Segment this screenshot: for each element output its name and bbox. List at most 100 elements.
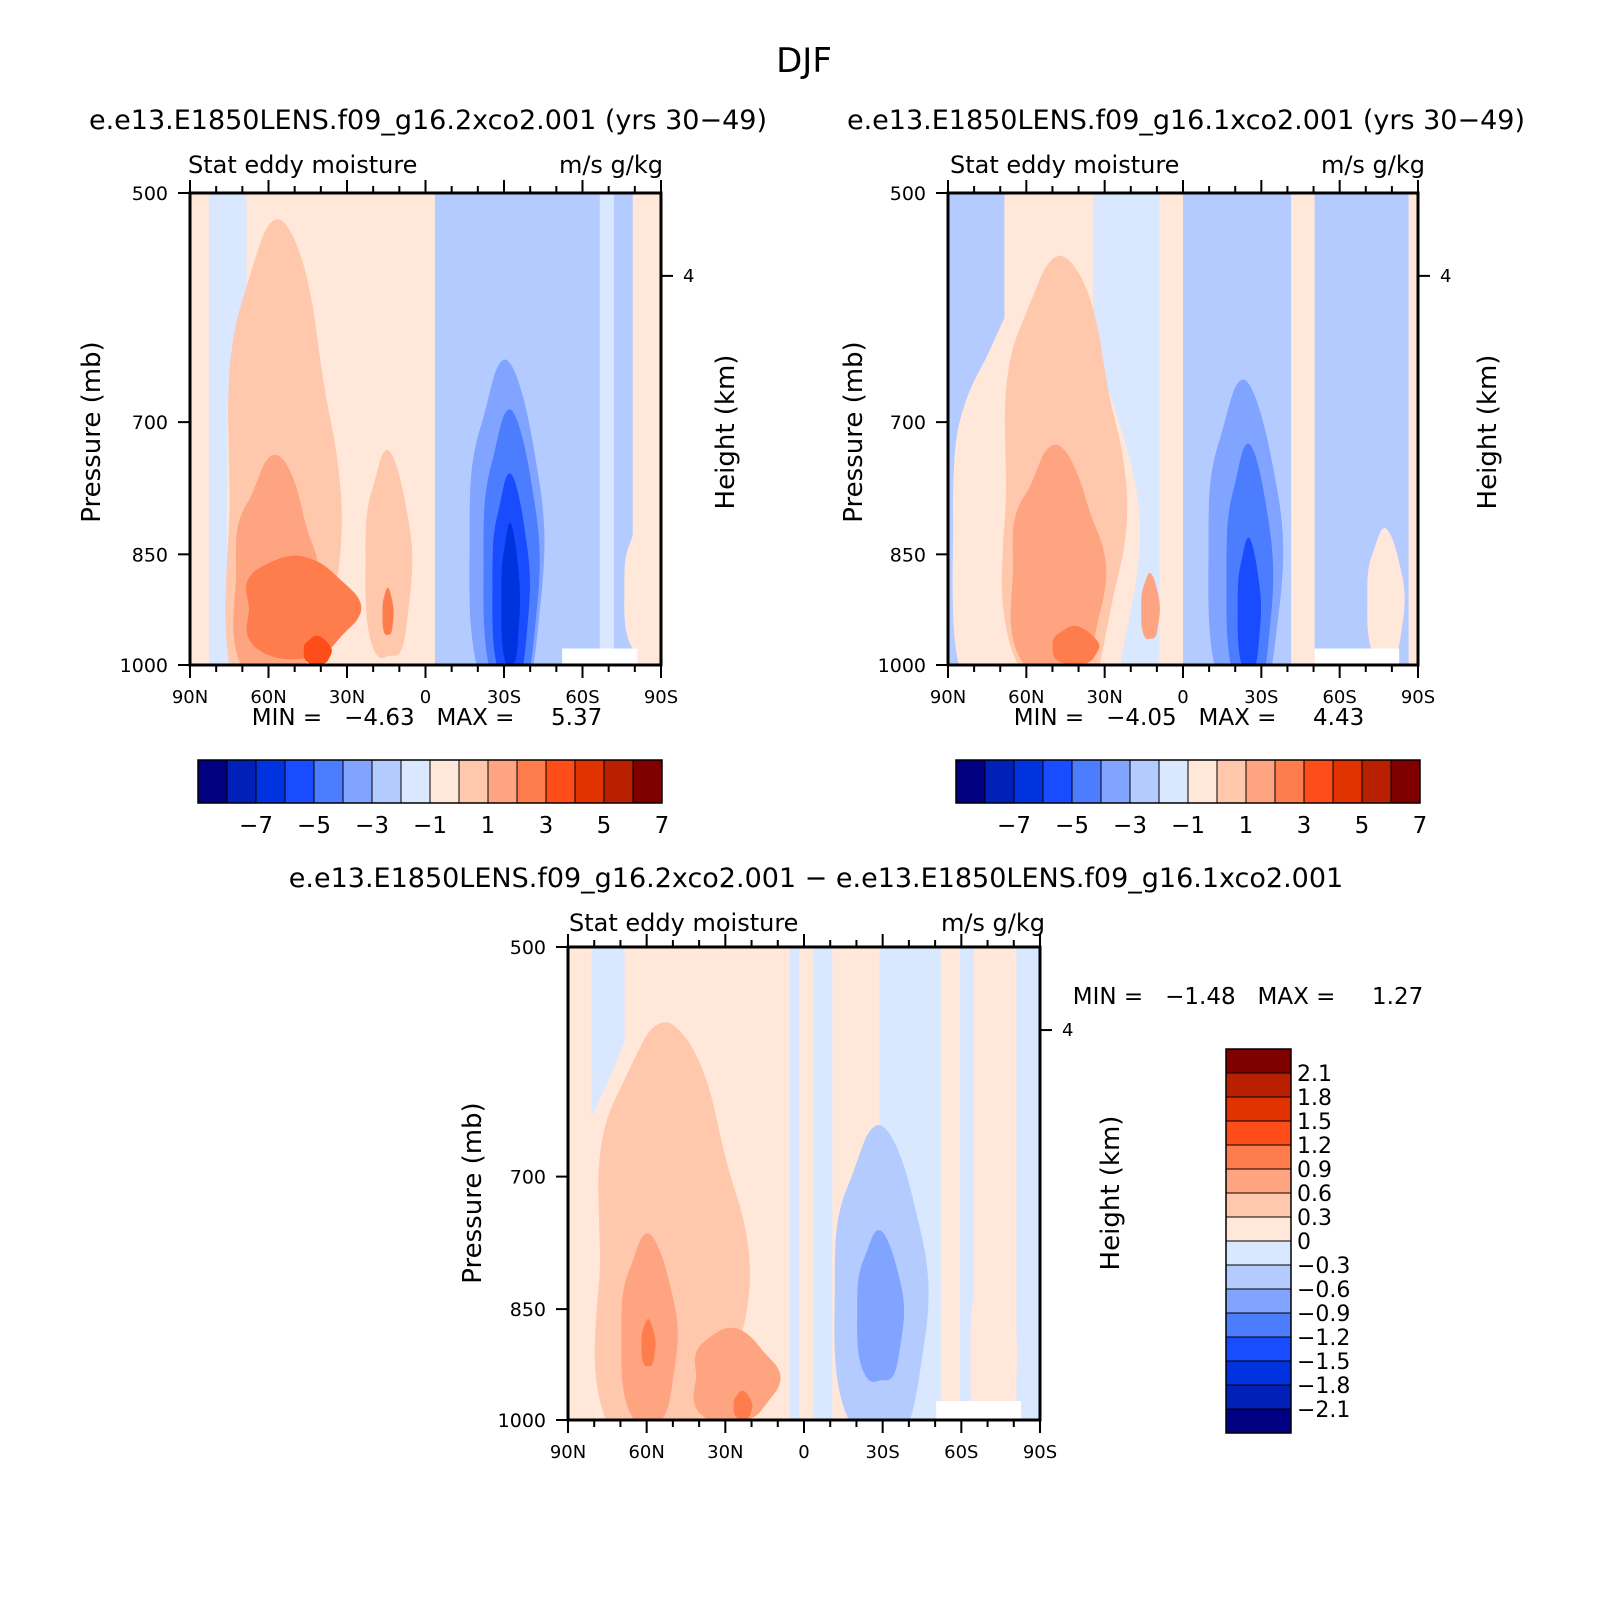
- panel-title: e.e13.E1850LENS.f09_g16.2xco2.001 − e.e1…: [289, 863, 1343, 894]
- colorbar-cell: [284, 759, 315, 804]
- x-tick-label: 60N: [250, 687, 286, 708]
- colorbar-cell: [1225, 1168, 1292, 1194]
- colorbar-cell: [1303, 759, 1334, 804]
- x-tick-label: 30N: [1086, 687, 1122, 708]
- y2-axis-label: Height (km): [711, 355, 741, 510]
- field-contour: [303, 635, 332, 665]
- colorbar-cell: [1225, 1144, 1292, 1170]
- colorbar-frame: [955, 759, 1421, 804]
- colorbar-cell: [487, 759, 518, 804]
- field-band: [1291, 193, 1315, 665]
- colorbar-cell: [1225, 1048, 1292, 1074]
- y-axis-label: Pressure (mb): [458, 1102, 488, 1283]
- field-contour: [733, 1390, 753, 1420]
- field-contour: [624, 518, 661, 652]
- colorbar-label: −1.5: [1297, 1350, 1350, 1375]
- x-tick-label: 90N: [172, 687, 208, 708]
- colorbar-label: −1: [413, 813, 447, 839]
- colorbar-label: 5: [1355, 813, 1370, 839]
- colorbar-label: −5: [1055, 813, 1089, 839]
- figure-title: DJF: [776, 41, 832, 81]
- axes: 90N 60N 30N 0 30S 60S 90S 500 700 850 1000 4: [120, 180, 694, 708]
- colorbar-label: 2.1: [1297, 1062, 1332, 1087]
- colorbar-cell: [632, 759, 663, 804]
- colorbar-cell: [1225, 1192, 1292, 1218]
- left-string: Stat eddy moisture: [569, 909, 798, 937]
- field-contour: [641, 1318, 656, 1367]
- missing-data: [936, 1401, 1022, 1420]
- x-tick-label: 60N: [1008, 687, 1044, 708]
- colorbar-cell: [1042, 759, 1073, 804]
- colorbar-cell: [1225, 1408, 1292, 1434]
- x-tick-label: 30N: [329, 687, 365, 708]
- colorbar-label: 3: [539, 813, 554, 839]
- missing-data: [1314, 648, 1400, 665]
- colorbar-cell: [1225, 1384, 1292, 1410]
- colorbar-cell: [1225, 1240, 1292, 1266]
- colorbar-cell: [1216, 759, 1247, 804]
- y-tick-label: 700: [510, 1167, 546, 1189]
- x-tick-label: 0: [420, 687, 431, 708]
- min-max-text: MIN = −4.63 MAX = 5.37: [252, 705, 602, 731]
- colorbar-cell: [574, 759, 605, 804]
- colorbar-cell: [516, 759, 547, 804]
- x-tick-label: 60S: [1322, 687, 1356, 708]
- field-contour: [857, 1230, 905, 1382]
- right-string: m/s g/kg: [1321, 151, 1425, 179]
- field-band: [940, 947, 960, 1420]
- x-tick-label: 90S: [1023, 1442, 1057, 1463]
- colorbar-cell: [1158, 759, 1189, 804]
- colorbar-label: 0.6: [1297, 1182, 1332, 1207]
- colorbar-cell: [1245, 759, 1276, 804]
- field-contour: [501, 523, 521, 665]
- colorbar-cell: [1225, 1360, 1292, 1386]
- colorbar-cell: [313, 759, 344, 804]
- colorbar-cell: [1100, 759, 1131, 804]
- panel-1xco2: e.e13.E1850LENS.f09_g16.1xco2.001 (yrs 3…: [839, 105, 1525, 839]
- x-tick-label: 90N: [930, 687, 966, 708]
- field-contour: [365, 449, 413, 659]
- right-string: m/s g/kg: [559, 151, 663, 179]
- y2-tick-label: 4: [1062, 1020, 1073, 1041]
- colorbar-cell: [1187, 759, 1218, 804]
- field-contour: [1010, 444, 1107, 665]
- colorbar: −7 −5 −3 −1 1 3 5 7: [955, 759, 1427, 839]
- field-band: [190, 193, 214, 665]
- x-tick-label: 90S: [1401, 687, 1435, 708]
- colorbar-cell: [1390, 759, 1421, 804]
- colorbar-label: −3: [355, 813, 389, 839]
- colorbar-cell: [984, 759, 1015, 804]
- x-tick-label: 30S: [487, 687, 521, 708]
- field-band: [799, 947, 814, 1420]
- field-contour: [246, 555, 362, 660]
- field-contour: [693, 1327, 781, 1420]
- x-tick-label: 60S: [565, 687, 599, 708]
- colorbar-label: −1: [1171, 813, 1205, 839]
- colorbar-cell: [1225, 1216, 1292, 1242]
- y-axis-label: Pressure (mb): [77, 341, 107, 522]
- contour-field: [568, 947, 1040, 1420]
- colorbar-label: 1: [1239, 813, 1254, 839]
- field-contour: [1367, 528, 1405, 661]
- y-tick-label: 1000: [498, 1410, 546, 1432]
- colorbar-cell: [1225, 1120, 1292, 1146]
- colorbar-cell: [1225, 1288, 1292, 1314]
- colorbar-cell: [1361, 759, 1392, 804]
- colorbar-cell: [1225, 1336, 1292, 1362]
- colorbar-cell: [458, 759, 489, 804]
- x-tick-label: 60N: [628, 1442, 664, 1463]
- field-band: [599, 193, 614, 665]
- y-tick-label: 500: [132, 183, 168, 205]
- colorbar-cell: [1013, 759, 1044, 804]
- field-contour: [1141, 572, 1160, 640]
- colorbar-cell: [342, 759, 373, 804]
- colorbar-label: 0.9: [1297, 1158, 1332, 1183]
- colorbar-cell: [255, 759, 286, 804]
- colorbar-cell: [429, 759, 460, 804]
- y-tick-label: 1000: [120, 655, 168, 677]
- y-tick-label: 700: [890, 412, 926, 434]
- axes: 90N 60N 30N 0 30S 60S 90S 500 700 850 1000 4: [878, 180, 1451, 708]
- panel-title: e.e13.E1850LENS.f09_g16.2xco2.001 (yrs 3…: [89, 105, 767, 136]
- colorbar-label: 5: [597, 813, 612, 839]
- colorbar-label: 3: [1297, 813, 1312, 839]
